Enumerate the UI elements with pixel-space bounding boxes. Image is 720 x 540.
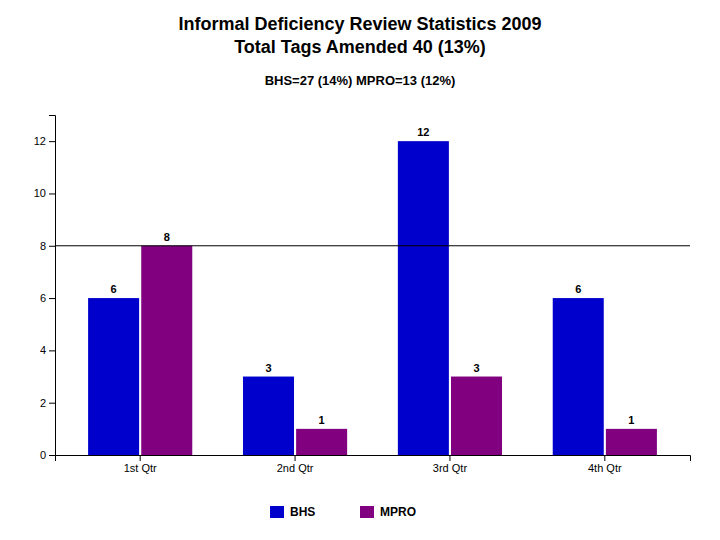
tick: 3rd Qtr xyxy=(433,455,468,474)
tick-label: 2nd Qtr xyxy=(277,462,314,474)
tick-label: 4th Qtr xyxy=(588,462,622,474)
chart: Informal Deficiency Review Statistics 20… xyxy=(0,0,720,540)
y-axis: 0 2 4 6 8 10 12 xyxy=(34,116,56,462)
title: Informal Deficiency Review Statistics 20… xyxy=(178,14,541,57)
legend-item: BHS xyxy=(270,505,315,519)
title-line: Total Tags Amended 40 (13%) xyxy=(234,37,486,57)
data-label: 3 xyxy=(473,362,479,374)
tick-label: 4 xyxy=(40,344,46,356)
data-labels: 6 3 12 6 8 1 3 1 xyxy=(111,126,635,426)
subtitle: BHS=27 (14%) MPRO=13 (12%) xyxy=(265,73,456,88)
tick: 0 xyxy=(40,449,55,461)
data-label: 3 xyxy=(265,362,271,374)
tick-label: 12 xyxy=(34,135,46,147)
data-label: 8 xyxy=(164,231,170,243)
tick: 6 xyxy=(40,292,55,304)
tick: 12 xyxy=(34,135,55,147)
bar xyxy=(451,377,502,455)
data-label: 6 xyxy=(111,283,117,295)
bar xyxy=(141,246,192,455)
tick: 1st Qtr xyxy=(124,455,157,474)
tick-mark xyxy=(449,455,450,461)
reference-line xyxy=(55,245,690,246)
data-label: 6 xyxy=(575,283,581,295)
tick-mark xyxy=(49,403,55,404)
tick-label: 0 xyxy=(40,449,46,461)
legend: BHS MPRO xyxy=(270,505,416,519)
axis-line xyxy=(49,116,56,456)
tick-mark xyxy=(49,246,55,247)
x-axis: 1st Qtr 2nd Qtr 3rd Qtr 4th Qtr xyxy=(56,455,691,474)
tick: 8 xyxy=(40,240,55,252)
data-label: 12 xyxy=(417,126,429,138)
bar xyxy=(243,377,294,455)
tick-mark xyxy=(49,455,55,456)
bar xyxy=(296,429,347,455)
tick-label: 1st Qtr xyxy=(124,462,157,474)
legend-label: BHS xyxy=(290,505,315,519)
bar xyxy=(553,298,604,455)
tick: 4th Qtr xyxy=(588,455,622,474)
data-label: 1 xyxy=(319,414,325,426)
tick-label: 2 xyxy=(40,397,46,409)
tick-mark xyxy=(49,141,55,142)
chart-container: Informal Deficiency Review Statistics 20… xyxy=(0,0,720,540)
title-line: Informal Deficiency Review Statistics 20… xyxy=(178,14,541,34)
tick: 2nd Qtr xyxy=(277,455,314,474)
bar xyxy=(88,298,139,455)
bar xyxy=(398,141,449,455)
legend-swatch xyxy=(360,506,374,518)
bar-series xyxy=(88,141,604,455)
data-label: 1 xyxy=(628,414,634,426)
plot-area xyxy=(55,141,690,455)
tick: 4 xyxy=(40,344,55,356)
legend-label: MPRO xyxy=(380,505,416,519)
tick-mark xyxy=(295,455,296,461)
legend-item: MPRO xyxy=(360,505,416,519)
tick-mark xyxy=(49,350,55,351)
tick: 2 xyxy=(40,397,55,409)
bar xyxy=(606,429,657,455)
axis-line xyxy=(56,456,691,462)
tick-mark xyxy=(604,455,605,461)
tick-mark xyxy=(49,193,55,194)
tick-label: 10 xyxy=(34,187,46,199)
tick-mark xyxy=(49,298,55,299)
tick-label: 6 xyxy=(40,292,46,304)
bar-series xyxy=(141,246,657,455)
tick-mark xyxy=(140,455,141,461)
tick-label: 3rd Qtr xyxy=(433,462,468,474)
tick: 10 xyxy=(34,187,55,199)
tick-label: 8 xyxy=(40,240,46,252)
legend-swatch xyxy=(270,506,284,518)
